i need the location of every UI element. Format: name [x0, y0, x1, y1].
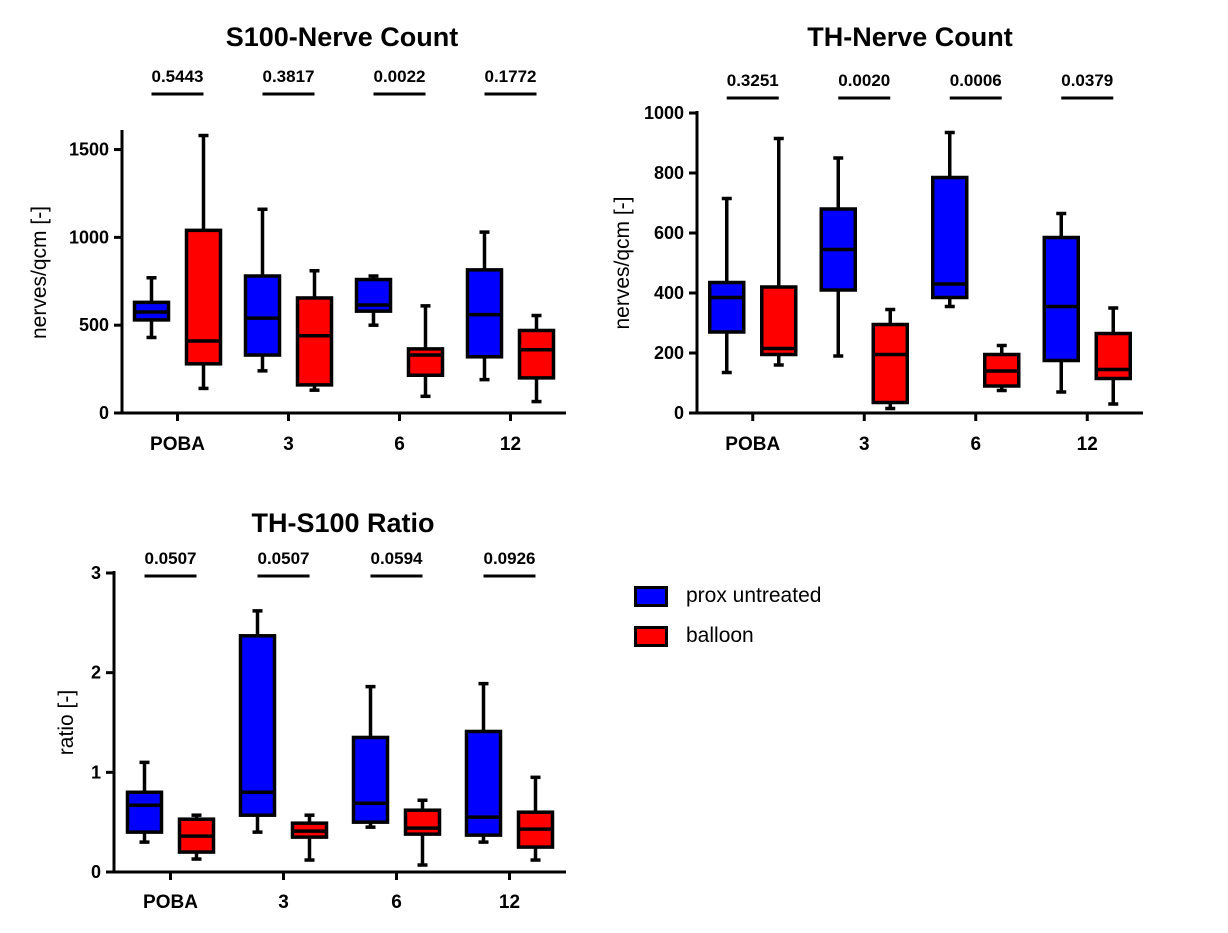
box-prox-untreated — [354, 274, 393, 327]
y-tick-label: 1000 — [644, 103, 684, 123]
box-balloon — [406, 304, 445, 399]
y-tick-label: 400 — [654, 283, 684, 303]
legend-label: prox untreated — [686, 584, 822, 607]
iqr-box — [238, 634, 277, 817]
box-balloon — [290, 813, 329, 862]
box-balloon — [295, 268, 334, 392]
box-prox-untreated — [931, 130, 969, 309]
x-tick-label: 3 — [859, 434, 870, 455]
y-tick-label: 1 — [91, 762, 101, 782]
p-value-label: 0.0022 — [374, 67, 426, 86]
box-balloon — [871, 307, 909, 411]
iqr-box — [184, 228, 223, 366]
p-value-label: 0.0379 — [1061, 71, 1113, 90]
iqr-box — [1094, 331, 1132, 381]
p-value-label: 0.0006 — [950, 71, 1002, 90]
p-value-label: 0.3817 — [263, 67, 315, 86]
y-tick-label: 3 — [91, 563, 101, 583]
legend-swatch-blue — [634, 585, 668, 607]
iqr-box — [464, 729, 503, 837]
x-tick-label: 3 — [283, 434, 294, 455]
box-balloon — [516, 775, 555, 862]
x-tick-label: 3 — [278, 892, 289, 913]
p-value-label: 0.0594 — [371, 549, 424, 568]
y-tick-label: 0 — [99, 403, 109, 423]
chart-title: TH-Nerve Count — [807, 22, 1013, 52]
x-tick-label: 6 — [970, 434, 981, 455]
iqr-box — [125, 790, 164, 834]
iqr-box — [931, 175, 969, 300]
box-prox-untreated — [243, 207, 282, 373]
box-prox-untreated — [708, 196, 746, 375]
box-prox-untreated — [132, 276, 171, 340]
iqr-box — [517, 328, 556, 380]
x-tick-label: 6 — [394, 434, 405, 455]
legend-item-balloon: balloon — [634, 616, 821, 656]
y-tick-label: 200 — [654, 343, 684, 363]
y-tick-label: 1000 — [69, 227, 109, 247]
box-balloon — [760, 136, 798, 367]
p-value-label: 0.0020 — [838, 71, 890, 90]
y-tick-label: 1500 — [69, 140, 109, 160]
box-balloon — [983, 343, 1021, 393]
iqr-box — [708, 280, 746, 334]
y-axis-label: nerves/qcm [-] — [28, 206, 51, 339]
y-tick-label: 600 — [654, 223, 684, 243]
p-value-label: 0.0507 — [258, 549, 310, 568]
x-tick-label: 12 — [499, 892, 520, 913]
x-tick-label: 12 — [500, 434, 521, 455]
x-tick-label: 12 — [1077, 434, 1098, 455]
y-tick-label: 2 — [91, 663, 101, 683]
legend-item-prox-untreated: prox untreated — [634, 576, 821, 616]
p-value-label: 0.5443 — [152, 67, 204, 86]
box-prox-untreated — [238, 609, 277, 834]
legend: prox untreated balloon — [634, 576, 821, 656]
p-value-label: 0.1772 — [485, 67, 537, 86]
box-balloon — [403, 798, 442, 867]
iqr-box — [406, 347, 445, 377]
box-prox-untreated — [351, 684, 390, 829]
y-tick-label: 500 — [79, 315, 109, 335]
box-prox-untreated — [464, 681, 503, 844]
x-tick-label: POBA — [150, 434, 205, 455]
x-tick-label: POBA — [725, 434, 780, 455]
chart-1: S100-Nerve Count nerves/qcm [-] 0 500 1000 15… — [28, 22, 566, 455]
iqr-box — [243, 274, 282, 357]
iqr-box — [295, 296, 334, 387]
box-balloon — [1094, 306, 1132, 406]
box-prox-untreated — [125, 760, 164, 844]
p-value-label: 0.0926 — [484, 549, 536, 568]
y-axis-label: nerves/qcm [-] — [611, 196, 634, 329]
iqr-box — [1042, 235, 1080, 363]
legend-swatch-red — [634, 625, 668, 647]
chart-title: TH-S100 Ratio — [251, 508, 434, 538]
p-value-label: 0.3251 — [727, 71, 779, 90]
x-tick-label: POBA — [143, 892, 198, 913]
iqr-box — [403, 808, 442, 836]
p-value-label: 0.0507 — [145, 549, 197, 568]
legend-label: balloon — [686, 624, 754, 647]
iqr-box — [760, 285, 798, 357]
box-balloon — [184, 133, 223, 391]
box-prox-untreated — [465, 230, 504, 382]
box-balloon — [517, 313, 556, 404]
iqr-box — [871, 322, 909, 405]
box-prox-untreated — [819, 156, 857, 358]
y-tick-label: 800 — [654, 163, 684, 183]
y-tick-label: 0 — [91, 862, 101, 882]
iqr-box — [351, 735, 390, 824]
x-tick-label: 6 — [391, 892, 402, 913]
box-balloon — [177, 813, 216, 861]
y-axis-label: ratio [-] — [55, 690, 78, 755]
chart-title: S100-Nerve Count — [226, 22, 459, 52]
box-prox-untreated — [1042, 211, 1080, 394]
chart-2: TH-Nerve Count nerves/qcm [-] 0 200 400 600 80… — [611, 22, 1143, 455]
y-tick-label: 0 — [674, 403, 684, 423]
